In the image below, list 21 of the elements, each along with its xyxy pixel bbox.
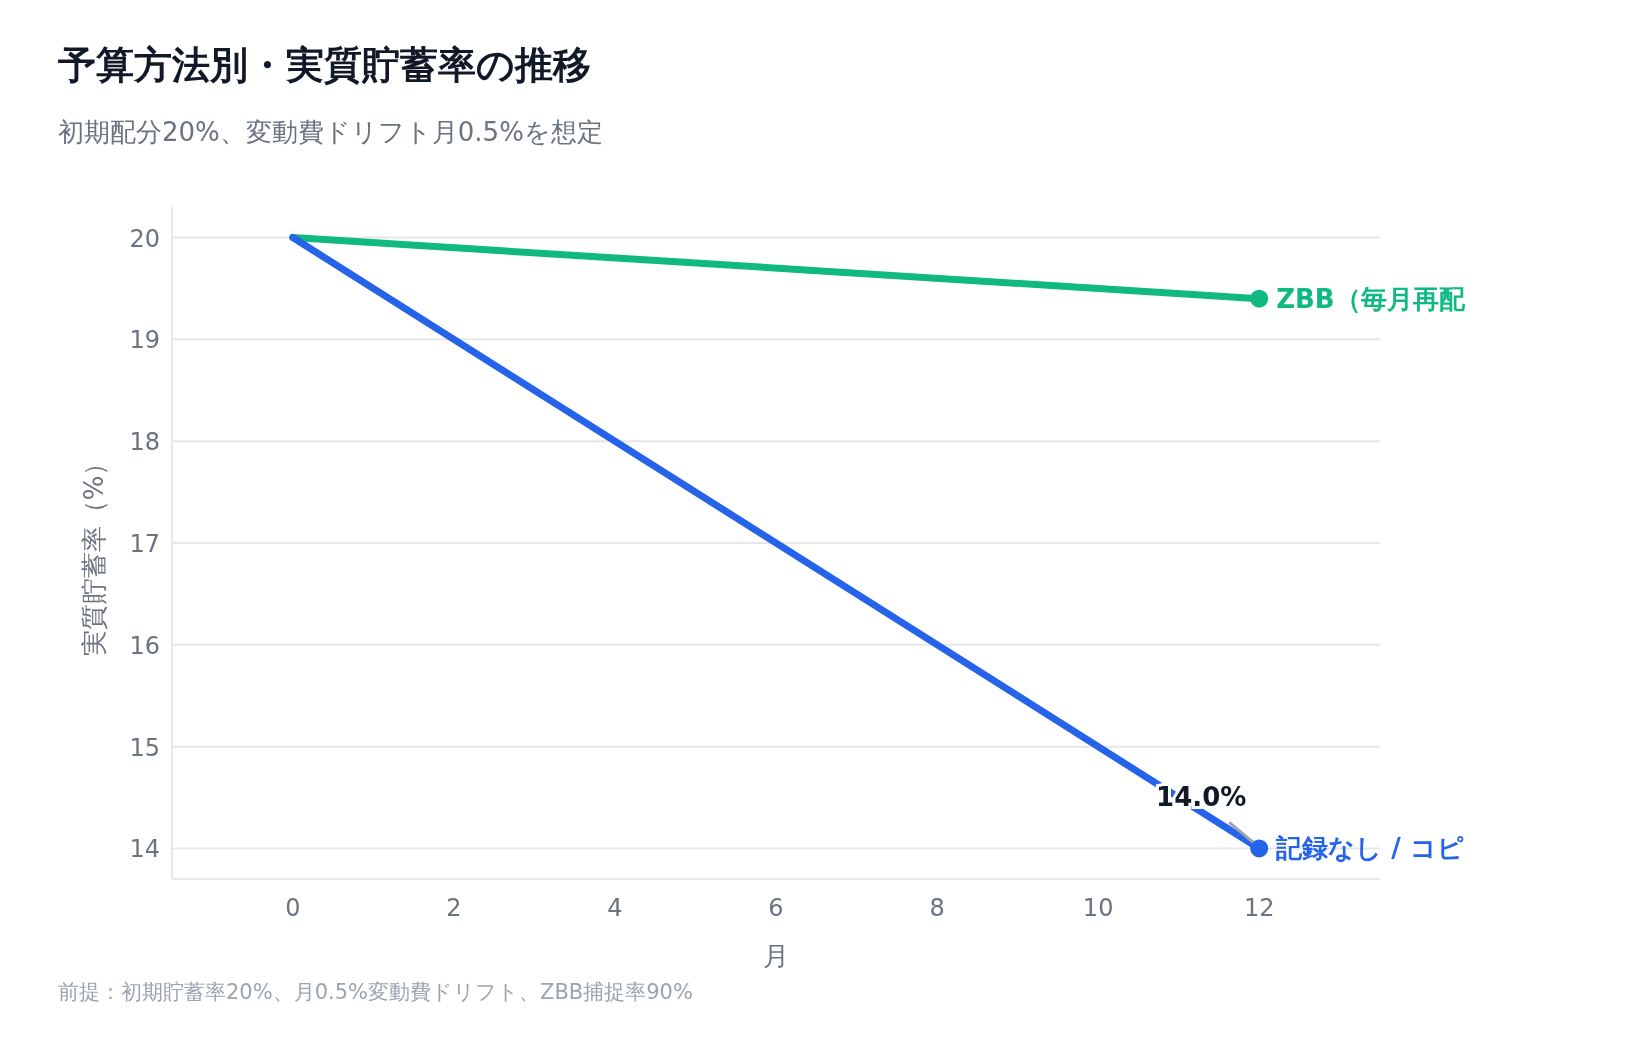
x-tick-label: 8 — [929, 894, 945, 922]
x-tick-label: 4 — [607, 894, 623, 922]
text: 前提：初期貯蓄率20%、月0.5%変動費ドリフト、ZBB捕捉率90% — [58, 980, 693, 1004]
x-tick-label: 12 — [1243, 894, 1275, 922]
chart-title: 予算方法別・実質貯蓄率の推移 — [58, 43, 591, 87]
y-tick-label: 19 — [129, 326, 160, 355]
x-tick-label: 0 — [285, 894, 301, 922]
series-label: 記録なし / コピ — [1275, 833, 1464, 864]
chart-subtitle: 初期配分20%、変動費ドリフト月0.5%を想定 — [58, 117, 603, 147]
x-axis-title: 月 — [763, 941, 789, 971]
y-tick-label: 16 — [129, 631, 160, 660]
series-label: ZBB（毎月再配 — [1276, 283, 1466, 314]
y-tick-label: 17 — [129, 530, 160, 558]
y-tick-label: 18 — [129, 428, 160, 457]
y-tick-label: 15 — [129, 733, 160, 762]
y-axis-title: 実質貯蓄率（%） — [79, 449, 109, 657]
x-tick-label: 10 — [1082, 894, 1114, 922]
x-tick-label: 6 — [768, 894, 784, 922]
y-tick-label: 14 — [129, 835, 160, 864]
y-tick-label: 20 — [129, 224, 160, 253]
x-tick-label: 2 — [446, 894, 462, 922]
